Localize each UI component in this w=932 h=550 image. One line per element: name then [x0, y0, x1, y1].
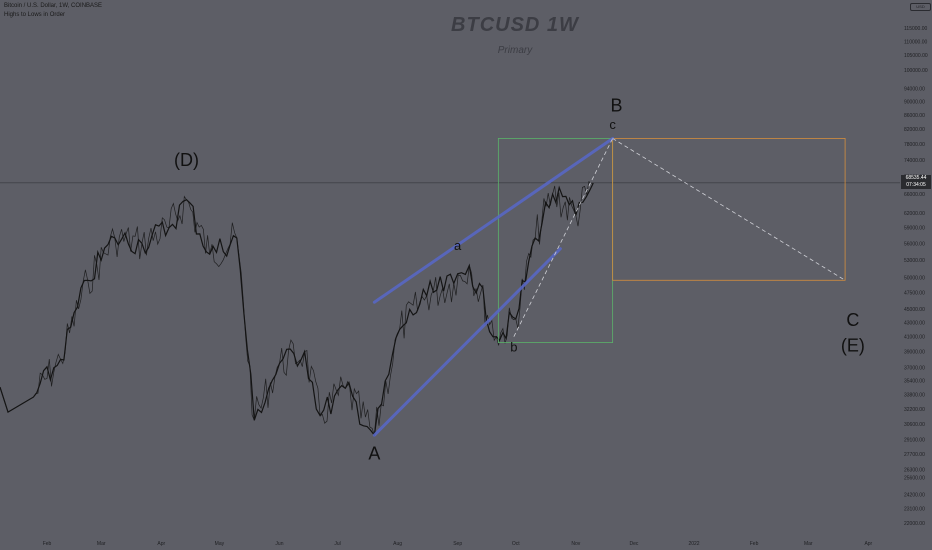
y-tick-label: 29100.00 [904, 437, 925, 443]
y-tick-label: 62000.00 [904, 211, 925, 217]
y-tick-label: 82000.00 [904, 127, 925, 133]
y-tick-label: 115000.00 [904, 26, 927, 32]
orange-box [612, 138, 846, 281]
wave-label: C [846, 310, 859, 330]
y-tick-label: 100000.00 [904, 68, 928, 74]
x-tick-label: Aug [393, 541, 402, 547]
projection-line [612, 138, 846, 281]
axis-currency-badge[interactable]: USD [910, 3, 931, 11]
y-tick-label: 39000.00 [904, 350, 925, 356]
wave-label: a [454, 238, 462, 253]
x-tick-label: Feb [43, 541, 52, 547]
y-tick-label: 26300.00 [904, 468, 925, 474]
y-tick-label: 74000.00 [904, 158, 925, 164]
y-tick-label: 56000.00 [904, 241, 925, 247]
x-tick-label: Mar [97, 541, 106, 547]
y-tick-label: 33800.00 [904, 392, 925, 398]
x-tick-label: May [215, 541, 225, 547]
wave-labels: (D) a Ab cB C (E) [174, 95, 865, 463]
price-line [0, 182, 594, 437]
y-tick-label: 41000.00 [904, 335, 925, 341]
green-box [497, 138, 614, 343]
y-tick-label: 27700.00 [904, 452, 925, 458]
channel-line [372, 247, 562, 437]
y-tick-label: 78000.00 [904, 142, 925, 148]
x-tick-label: Feb [750, 541, 759, 547]
wave-label: B [611, 95, 623, 115]
wave-label: c [609, 117, 616, 132]
y-tick-label: 23100.00 [904, 506, 925, 512]
x-tick-label: Mar [804, 541, 813, 547]
y-tick-label: 45000.00 [904, 307, 925, 313]
chart-subtitle: Primary [497, 45, 533, 56]
bar-countdown: 07:34:05 [906, 182, 926, 188]
y-tick-label: 43000.00 [904, 320, 925, 326]
y-tick-label: 94000.00 [904, 86, 925, 92]
last-price-value: 68535.44 [905, 175, 927, 181]
y-tick-label: 59000.00 [904, 226, 925, 232]
y-tick-label: 25600.00 [904, 476, 925, 482]
wave-label: (E) [841, 336, 865, 356]
x-tick-label: Oct [512, 541, 520, 547]
y-tick-label: 24200.00 [904, 492, 925, 498]
symbol-description: Bitcoin / U.S. Dollar, 1W, COINBASE [4, 3, 103, 9]
chart-title: BTCUSD 1W [451, 14, 579, 36]
y-tick-label: 110000.00 [904, 39, 927, 45]
wave-label: (D) [174, 150, 199, 170]
x-tick-label: Apr [864, 541, 872, 547]
indicator-name: Highs to Lows in Order [4, 12, 66, 18]
x-tick-label: Jul [334, 541, 340, 547]
y-tick-label: 22000.00 [904, 521, 925, 527]
last-price-badge: 68535.44 07:34:05 [901, 175, 931, 189]
y-tick-label: 90000.00 [904, 99, 925, 105]
y-tick-label: 37000.00 [904, 365, 925, 371]
price-axis[interactable]: 115000.00 110000.00 105000.00 100000.00 9400… [904, 26, 928, 527]
channel-line [372, 136, 615, 304]
y-tick-label: 53000.00 [904, 258, 925, 264]
x-tick-label: Dec [629, 541, 638, 547]
wave-label: b [510, 340, 517, 355]
y-tick-label: 35400.00 [904, 379, 925, 385]
x-tick-label: 2022 [688, 541, 699, 547]
y-tick-label: 66000.00 [904, 192, 925, 198]
time-axis[interactable]: Feb Mar Apr May Jun Jul Aug Sep Oct Nov Dec 2022 Feb… [43, 541, 873, 547]
x-tick-label: Sep [453, 541, 462, 547]
y-tick-label: 50000.00 [904, 275, 925, 281]
drawing-overlays [0, 136, 900, 437]
price-detail-line [0, 180, 594, 436]
y-tick-label: 86000.00 [904, 113, 925, 119]
y-tick-label: 105000.00 [904, 53, 928, 59]
x-tick-label: Nov [571, 541, 580, 547]
y-tick-label: 30600.00 [904, 422, 925, 428]
y-tick-label: 32200.00 [904, 407, 925, 413]
x-tick-label: Apr [157, 541, 165, 547]
price-series [0, 180, 594, 437]
projection-line [513, 138, 613, 337]
wave-label: A [368, 443, 380, 463]
x-tick-label: Jun [275, 541, 283, 547]
y-tick-label: 47500.00 [904, 291, 925, 297]
